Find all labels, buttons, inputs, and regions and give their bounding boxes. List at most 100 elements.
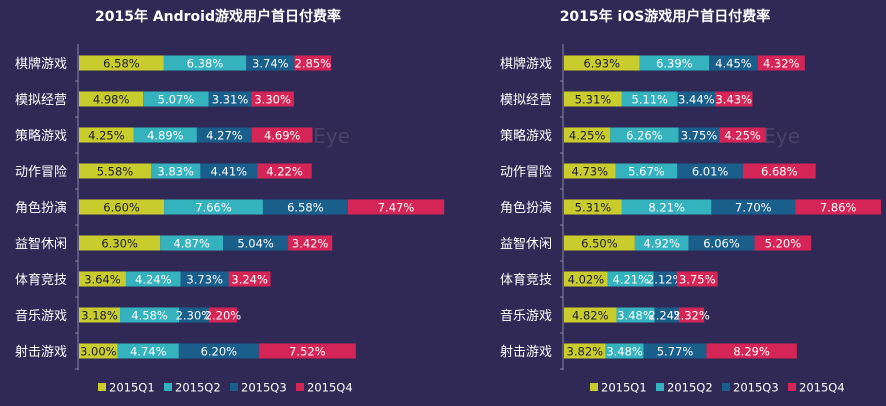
bar-2015q3-6 bbox=[180, 271, 229, 287]
chart-panel-ios: DataEye2015年 iOS游戏用户首日付费率棋牌游戏6.93%6.39%4… bbox=[500, 8, 881, 395]
category-label: 角色扮演 bbox=[15, 200, 67, 216]
data-label: 3.48% bbox=[606, 345, 643, 359]
bar-2015q4-8 bbox=[706, 343, 797, 359]
bar-2015q4-2 bbox=[251, 127, 313, 143]
data-label: 4.69% bbox=[264, 129, 301, 143]
bar-2015q1-6 bbox=[564, 271, 608, 287]
data-label: 4.25% bbox=[88, 129, 125, 143]
data-label: 2.12% bbox=[647, 273, 684, 287]
data-label: 4.24% bbox=[135, 273, 172, 287]
data-label: 6.58% bbox=[103, 57, 140, 71]
category-label: 益智休闲 bbox=[500, 237, 552, 252]
bar-2015q2-0 bbox=[639, 55, 710, 71]
data-label: 5.58% bbox=[97, 165, 134, 179]
bar-2015q4-0 bbox=[757, 55, 805, 71]
bar-2015q3-3 bbox=[200, 163, 258, 179]
category-label: 体育竞技 bbox=[15, 272, 67, 288]
bar-2015q1-7 bbox=[564, 307, 617, 323]
data-label: 2.30% bbox=[176, 309, 213, 323]
bar-2015q1-3 bbox=[79, 163, 151, 179]
bar-2015q4-6 bbox=[676, 271, 718, 287]
data-label: 3.82% bbox=[567, 345, 604, 359]
data-label: 6.20% bbox=[201, 345, 238, 359]
data-label: 3.73% bbox=[186, 273, 223, 287]
data-label: 6.26% bbox=[626, 129, 663, 143]
legend-swatch bbox=[656, 383, 664, 391]
bar-2015q1-0 bbox=[564, 55, 640, 71]
data-label: 5.04% bbox=[237, 237, 274, 251]
bar-2015q2-1 bbox=[621, 91, 678, 107]
legend-label: 2015Q1 bbox=[109, 381, 155, 395]
legend-swatch bbox=[296, 383, 304, 391]
data-label: 4.73% bbox=[572, 165, 609, 179]
bar-2015q2-5 bbox=[634, 235, 689, 251]
category-label: 棋牌游戏 bbox=[500, 56, 552, 72]
category-label: 益智休闲 bbox=[15, 237, 67, 252]
bar-2015q4-4 bbox=[795, 199, 881, 215]
bar-2015q1-2 bbox=[564, 127, 611, 143]
bar-2015q4-5 bbox=[288, 235, 333, 251]
data-label: 5.31% bbox=[575, 201, 612, 215]
bar-2015q1-1 bbox=[564, 91, 622, 107]
category-label: 模拟经营 bbox=[15, 93, 67, 108]
data-label: 3.43% bbox=[715, 93, 752, 107]
data-label: 6.50% bbox=[581, 237, 618, 251]
bar-2015q3-1 bbox=[677, 91, 716, 107]
data-label: 3.44% bbox=[678, 93, 715, 107]
legend-label: 2015Q4 bbox=[799, 381, 845, 395]
bar-2015q3-5 bbox=[223, 235, 289, 251]
data-label: 2.20% bbox=[205, 309, 242, 323]
legend-swatch bbox=[590, 383, 598, 391]
data-label: 4.89% bbox=[147, 129, 184, 143]
data-label: 3.18% bbox=[81, 309, 118, 323]
data-label: 4.82% bbox=[572, 309, 609, 323]
bar-2015q2-1 bbox=[143, 91, 209, 107]
bar-2015q1-4 bbox=[564, 199, 622, 215]
category-label: 动作冒险 bbox=[15, 165, 67, 180]
data-label: 6.93% bbox=[583, 57, 620, 71]
bar-2015q2-6 bbox=[607, 271, 654, 287]
bar-2015q3-6 bbox=[653, 271, 677, 287]
data-label: 3.64% bbox=[84, 273, 121, 287]
data-label: 4.25% bbox=[569, 129, 606, 143]
bar-2015q3-4 bbox=[262, 199, 348, 215]
data-label: 4.22% bbox=[266, 165, 303, 179]
data-label: 4.45% bbox=[715, 57, 752, 71]
legend-label: 2015Q1 bbox=[601, 381, 647, 395]
data-label: 3.75% bbox=[679, 273, 716, 287]
bar-2015q3-7 bbox=[179, 307, 209, 323]
data-label: 4.21% bbox=[612, 273, 649, 287]
category-label: 角色扮演 bbox=[500, 200, 552, 216]
bar-2015q4-3 bbox=[742, 163, 816, 179]
data-label: 4.32% bbox=[763, 57, 800, 71]
data-label: 5.77% bbox=[657, 345, 694, 359]
data-label: 6.38% bbox=[187, 57, 224, 71]
legend-label: 2015Q3 bbox=[733, 381, 779, 395]
data-label: 3.30% bbox=[254, 93, 291, 107]
bar-2015q1-8 bbox=[79, 343, 118, 359]
bar-2015q3-5 bbox=[688, 235, 755, 251]
bar-2015q4-2 bbox=[719, 127, 766, 143]
data-label: 3.24% bbox=[231, 273, 268, 287]
bar-2015q3-8 bbox=[643, 343, 707, 359]
data-label: 6.30% bbox=[101, 237, 138, 251]
data-label: 3.75% bbox=[681, 129, 718, 143]
bar-2015q2-2 bbox=[610, 127, 679, 143]
bar-2015q3-2 bbox=[196, 127, 252, 143]
data-label: 4.92% bbox=[643, 237, 680, 251]
bar-2015q4-4 bbox=[347, 199, 445, 215]
category-label: 动作冒险 bbox=[500, 165, 552, 180]
data-label: 7.86% bbox=[820, 201, 857, 215]
data-label: 7.47% bbox=[378, 201, 415, 215]
bar-2015q2-0 bbox=[163, 55, 247, 71]
data-label: 2.24% bbox=[648, 309, 685, 323]
legend-swatch bbox=[788, 383, 796, 391]
category-label: 策略游戏 bbox=[500, 128, 552, 144]
data-label: 6.60% bbox=[103, 201, 140, 215]
category-label: 音乐游戏 bbox=[500, 308, 552, 324]
data-label: 4.74% bbox=[130, 345, 167, 359]
bar-2015q1-1 bbox=[79, 91, 144, 107]
data-label: 4.02% bbox=[568, 273, 605, 287]
category-label: 体育竞技 bbox=[500, 272, 552, 288]
